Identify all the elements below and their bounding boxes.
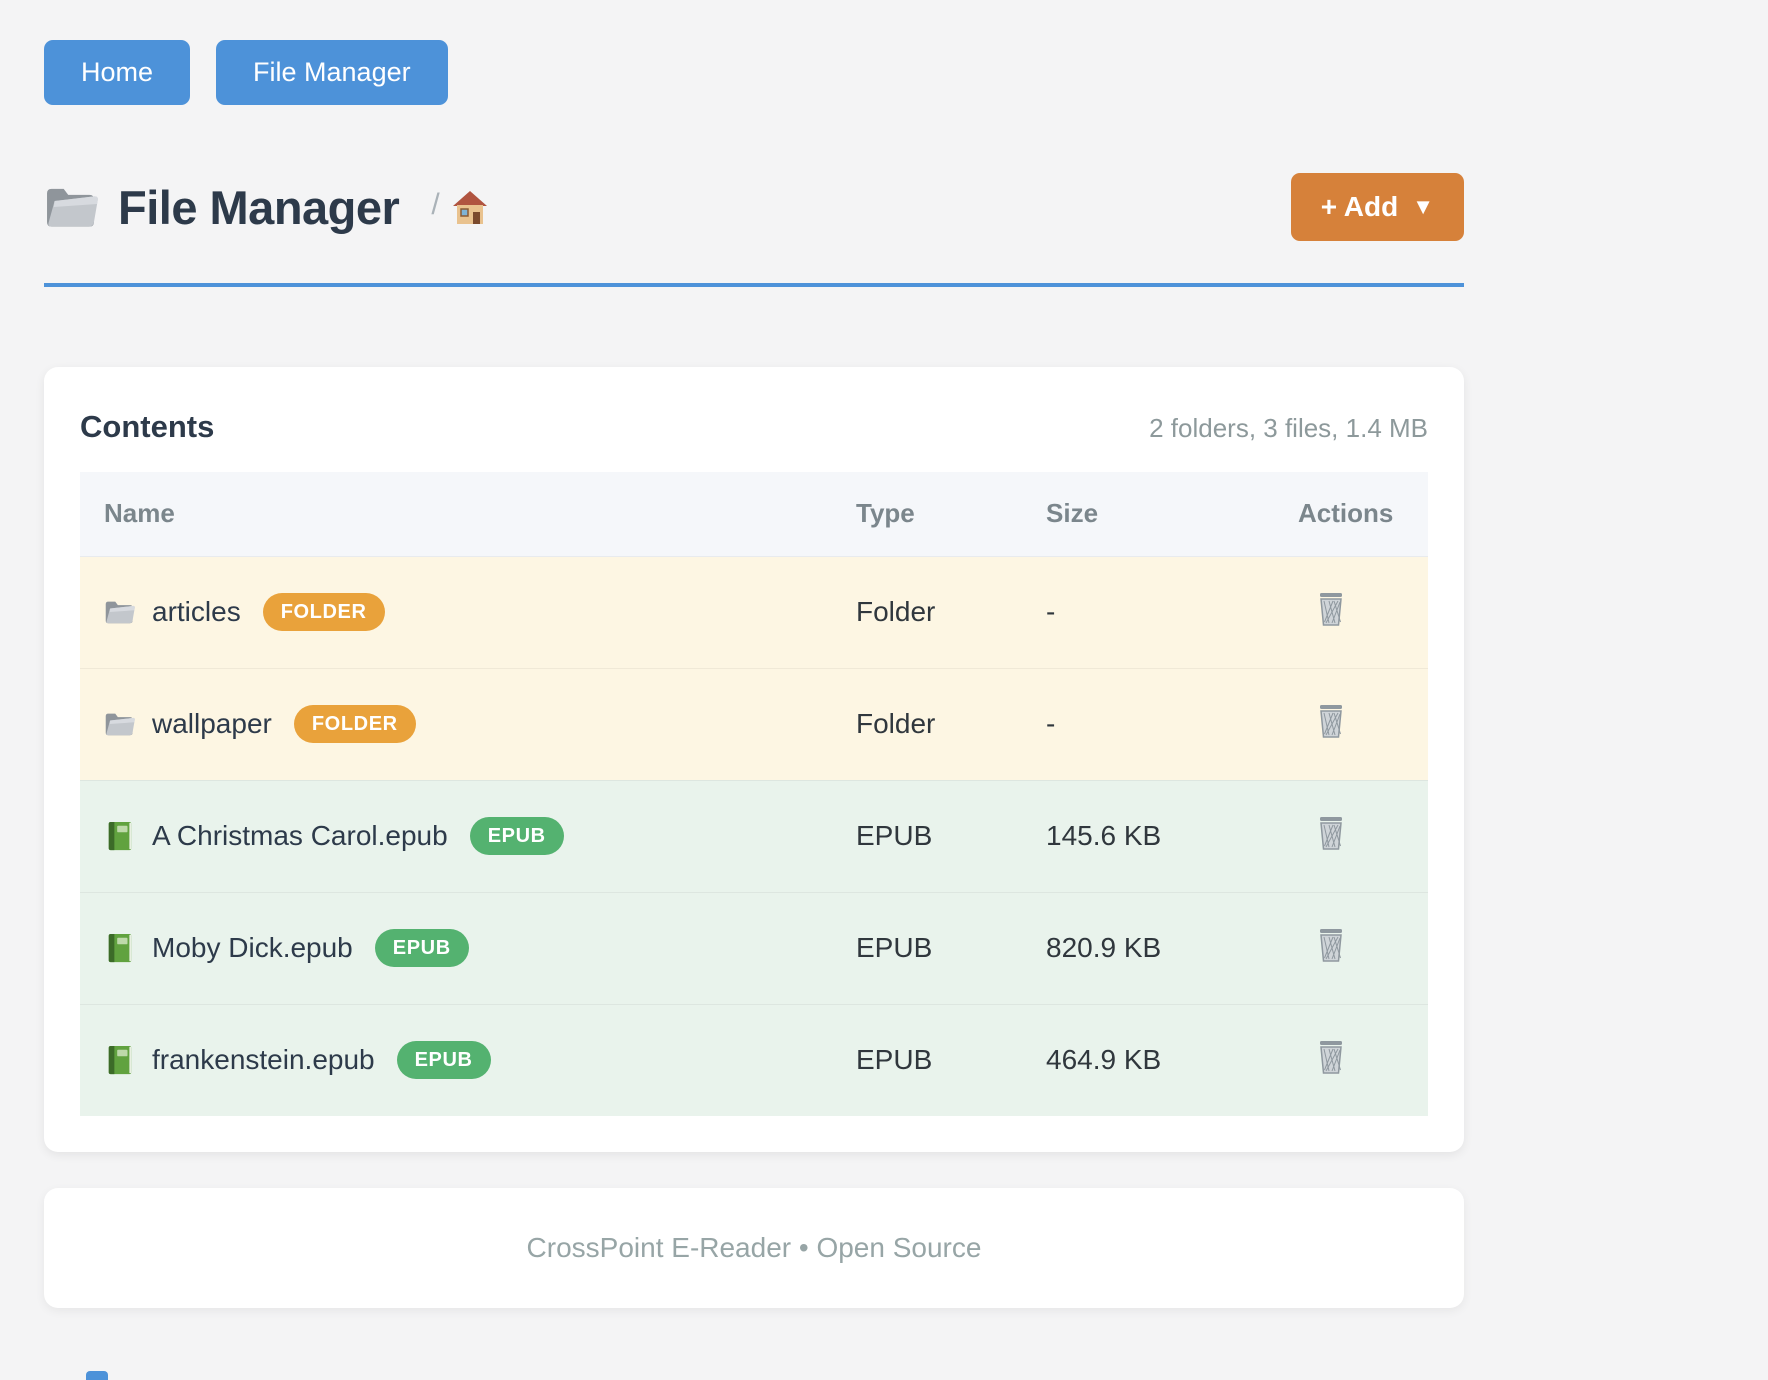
file-manager-button[interactable]: File Manager [216,40,448,105]
book-icon [108,821,132,851]
trash-icon [1319,815,1343,850]
trash-icon [1319,1040,1343,1074]
item-name[interactable]: A Christmas Carol.epub [152,820,448,851]
breadcrumb-separator: / [431,188,440,221]
trash-icon [1319,591,1343,626]
item-size: 464.9 KB [1046,1044,1162,1076]
page-title: File Manager [118,180,400,234]
item-type: EPUB [856,932,933,963]
item-size: - [1046,708,1056,739]
add-button[interactable]: + Add ▼ [1290,173,1464,241]
top-nav: Home File Manager [44,40,1464,105]
header-divider [44,283,1464,287]
file-table: Name Type Size Actions articles FOLDER F… [80,472,1428,1116]
table-row[interactable]: wallpaper FOLDER Folder - [80,668,1428,780]
bottom-partial-button[interactable] [86,1371,108,1380]
chevron-down-icon: ▼ [1412,194,1434,219]
table-row[interactable]: Moby Dick.epub EPUB EPUB 820.9 KB [80,892,1428,1004]
home-icon[interactable] [450,188,490,226]
column-header-type: Type [856,472,1046,557]
table-header-row: Name Type Size Actions [80,472,1428,557]
table-row[interactable]: frankenstein.epub EPUB EPUB 464.9 KB [80,1004,1428,1116]
item-size: 820.9 KB [1046,932,1162,963]
trash-icon [1319,927,1343,962]
book-icon [108,933,132,963]
contents-title: Contents [80,409,215,444]
book-icon [108,1046,132,1075]
contents-summary: 2 folders, 3 files, 1.4 MB [1149,413,1428,443]
footer-text: CrossPoint E-Reader • Open Source [526,1232,982,1263]
folder-icon [47,188,98,227]
item-size: - [1046,596,1056,627]
footer-card: CrossPoint E-Reader • Open Source [44,1188,1464,1308]
item-type: Folder [856,708,936,739]
item-name[interactable]: frankenstein.epub [152,1044,375,1076]
item-size: 145.6 KB [1046,820,1162,851]
page: Home File Manager File Manager / + Add ▼… [44,40,1464,1308]
item-type: Folder [856,596,936,627]
page-header: File Manager / + Add ▼ [44,173,1464,241]
folder-icon [105,601,135,624]
delete-button[interactable] [1316,703,1346,738]
delete-button[interactable] [1316,1040,1346,1074]
folder-icon [105,713,135,736]
trash-icon [1319,703,1343,738]
item-name[interactable]: wallpaper [152,708,272,739]
column-header-name: Name [80,472,856,557]
contents-card-header: Contents 2 folders, 3 files, 1.4 MB [80,409,1428,445]
column-header-actions: Actions [1298,472,1428,557]
item-type: EPUB [856,820,933,851]
add-button-label: + Add [1320,191,1399,222]
item-type: EPUB [856,1044,933,1076]
delete-button[interactable] [1316,815,1346,850]
title-wrap: File Manager / [44,180,490,235]
delete-button[interactable] [1316,927,1346,962]
column-header-size: Size [1046,472,1298,557]
type-badge: EPUB [374,929,469,967]
breadcrumb: / [431,188,489,226]
delete-button[interactable] [1316,591,1346,626]
contents-card: Contents 2 folders, 3 files, 1.4 MB Name… [44,367,1464,1152]
item-name[interactable]: articles [152,596,241,627]
item-name[interactable]: Moby Dick.epub [152,932,353,963]
type-badge: EPUB [469,817,564,855]
home-button[interactable]: Home [44,40,191,105]
type-badge: FOLDER [262,593,385,631]
type-badge: FOLDER [293,705,416,743]
table-row[interactable]: A Christmas Carol.epub EPUB EPUB 145.6 K… [80,780,1428,892]
type-badge: EPUB [396,1041,491,1080]
table-row[interactable]: articles FOLDER Folder - [80,556,1428,668]
